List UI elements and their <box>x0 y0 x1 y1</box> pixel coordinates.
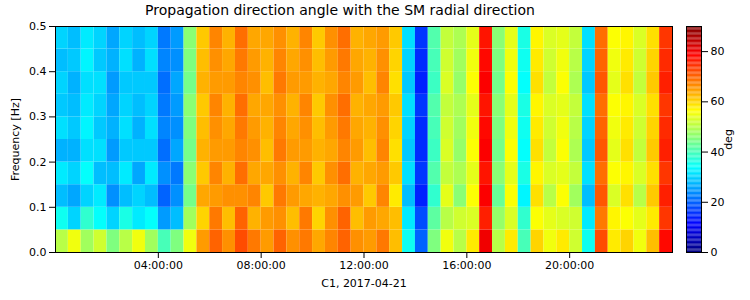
svg-text:0.4: 0.4 <box>29 65 47 78</box>
svg-text:deg: deg <box>722 129 735 150</box>
svg-text:20:00:00: 20:00:00 <box>545 259 594 272</box>
svg-text:0.0: 0.0 <box>29 246 47 259</box>
svg-text:16:00:00: 16:00:00 <box>442 259 491 272</box>
svg-text:20: 20 <box>711 196 725 209</box>
svg-text:0: 0 <box>711 246 718 259</box>
svg-text:04:00:00: 04:00:00 <box>134 259 183 272</box>
svg-text:0.5: 0.5 <box>29 20 47 33</box>
svg-text:0.1: 0.1 <box>29 201 47 214</box>
svg-text:0.2: 0.2 <box>29 156 47 169</box>
svg-text:80: 80 <box>711 45 725 58</box>
svg-text:0.3: 0.3 <box>29 110 47 123</box>
svg-text:40: 40 <box>710 145 725 159</box>
svg-text:12:00:00: 12:00:00 <box>339 259 388 272</box>
svg-text:Frequency [Hz]: Frequency [Hz] <box>9 98 22 181</box>
svg-text:08:00:00: 08:00:00 <box>236 259 285 272</box>
svg-text:60: 60 <box>711 95 725 108</box>
svg-text:C1, 2017-04-21: C1, 2017-04-21 <box>321 277 407 290</box>
html-text:Propagation direction angle wi: Propagation direction angle with the SM … <box>145 2 535 18</box>
